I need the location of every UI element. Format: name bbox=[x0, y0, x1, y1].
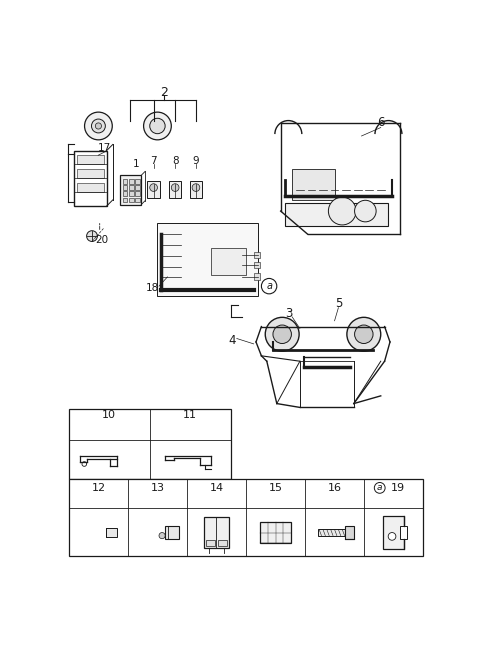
Bar bbox=[165, 526, 179, 539]
Circle shape bbox=[86, 231, 97, 241]
Bar bbox=[123, 179, 127, 184]
Text: 12: 12 bbox=[91, 483, 106, 493]
Circle shape bbox=[355, 200, 376, 222]
Text: 1: 1 bbox=[132, 160, 139, 170]
Text: a: a bbox=[377, 483, 383, 492]
Text: 2: 2 bbox=[160, 85, 168, 98]
Bar bbox=[292, 169, 335, 200]
Circle shape bbox=[273, 325, 291, 344]
Circle shape bbox=[150, 184, 157, 192]
Bar bbox=[77, 169, 104, 179]
Bar bbox=[77, 155, 104, 164]
Bar bbox=[400, 526, 408, 539]
Bar bbox=[69, 479, 423, 556]
Bar bbox=[285, 203, 388, 226]
Bar bbox=[254, 262, 260, 268]
Circle shape bbox=[328, 197, 356, 225]
Circle shape bbox=[388, 533, 396, 541]
Circle shape bbox=[159, 533, 165, 539]
Bar bbox=[254, 273, 260, 280]
Circle shape bbox=[82, 462, 86, 466]
Circle shape bbox=[347, 318, 381, 351]
Text: 10: 10 bbox=[102, 411, 116, 421]
Bar bbox=[106, 528, 117, 537]
Bar bbox=[135, 179, 140, 184]
Bar bbox=[157, 222, 258, 296]
Circle shape bbox=[150, 118, 165, 134]
Circle shape bbox=[265, 318, 299, 351]
Circle shape bbox=[262, 278, 277, 294]
Text: 5: 5 bbox=[335, 297, 342, 310]
Bar bbox=[169, 181, 181, 198]
Text: 19: 19 bbox=[390, 483, 405, 493]
Text: a: a bbox=[266, 281, 272, 291]
Bar bbox=[129, 198, 133, 202]
Bar bbox=[69, 409, 230, 479]
Bar bbox=[260, 522, 291, 543]
Circle shape bbox=[144, 112, 171, 140]
Bar bbox=[123, 198, 127, 202]
Bar bbox=[190, 181, 202, 198]
Text: 16: 16 bbox=[327, 483, 342, 493]
Bar bbox=[120, 175, 141, 205]
Bar bbox=[123, 192, 127, 196]
Circle shape bbox=[355, 325, 373, 344]
Text: 7: 7 bbox=[150, 156, 157, 166]
Bar bbox=[254, 252, 260, 258]
Bar bbox=[135, 192, 140, 196]
Bar bbox=[383, 516, 404, 550]
Text: 3: 3 bbox=[286, 306, 293, 319]
Bar bbox=[77, 183, 104, 192]
Circle shape bbox=[374, 482, 385, 494]
Bar bbox=[318, 529, 345, 536]
Bar bbox=[123, 185, 127, 190]
Circle shape bbox=[84, 112, 112, 140]
Text: 18: 18 bbox=[145, 284, 159, 293]
Bar bbox=[345, 526, 354, 539]
Bar bbox=[129, 179, 133, 184]
Bar bbox=[204, 517, 229, 548]
Bar bbox=[135, 185, 140, 190]
Bar bbox=[211, 248, 246, 274]
Bar bbox=[74, 151, 107, 206]
Text: 17: 17 bbox=[98, 143, 111, 153]
Circle shape bbox=[96, 123, 101, 129]
Bar bbox=[135, 198, 140, 202]
Circle shape bbox=[192, 184, 200, 192]
Text: 13: 13 bbox=[150, 483, 165, 493]
Bar bbox=[147, 181, 160, 198]
Text: 15: 15 bbox=[268, 483, 283, 493]
Bar bbox=[206, 541, 215, 546]
Text: 11: 11 bbox=[183, 411, 197, 421]
Text: 14: 14 bbox=[209, 483, 224, 493]
Text: 8: 8 bbox=[172, 156, 179, 166]
Bar bbox=[129, 192, 133, 196]
Circle shape bbox=[92, 119, 105, 133]
Text: 4: 4 bbox=[228, 334, 236, 347]
Circle shape bbox=[171, 184, 179, 192]
Bar bbox=[218, 541, 227, 546]
Text: 9: 9 bbox=[192, 156, 199, 166]
Text: 20: 20 bbox=[96, 235, 108, 245]
Bar bbox=[129, 185, 133, 190]
Text: 6: 6 bbox=[377, 117, 384, 129]
